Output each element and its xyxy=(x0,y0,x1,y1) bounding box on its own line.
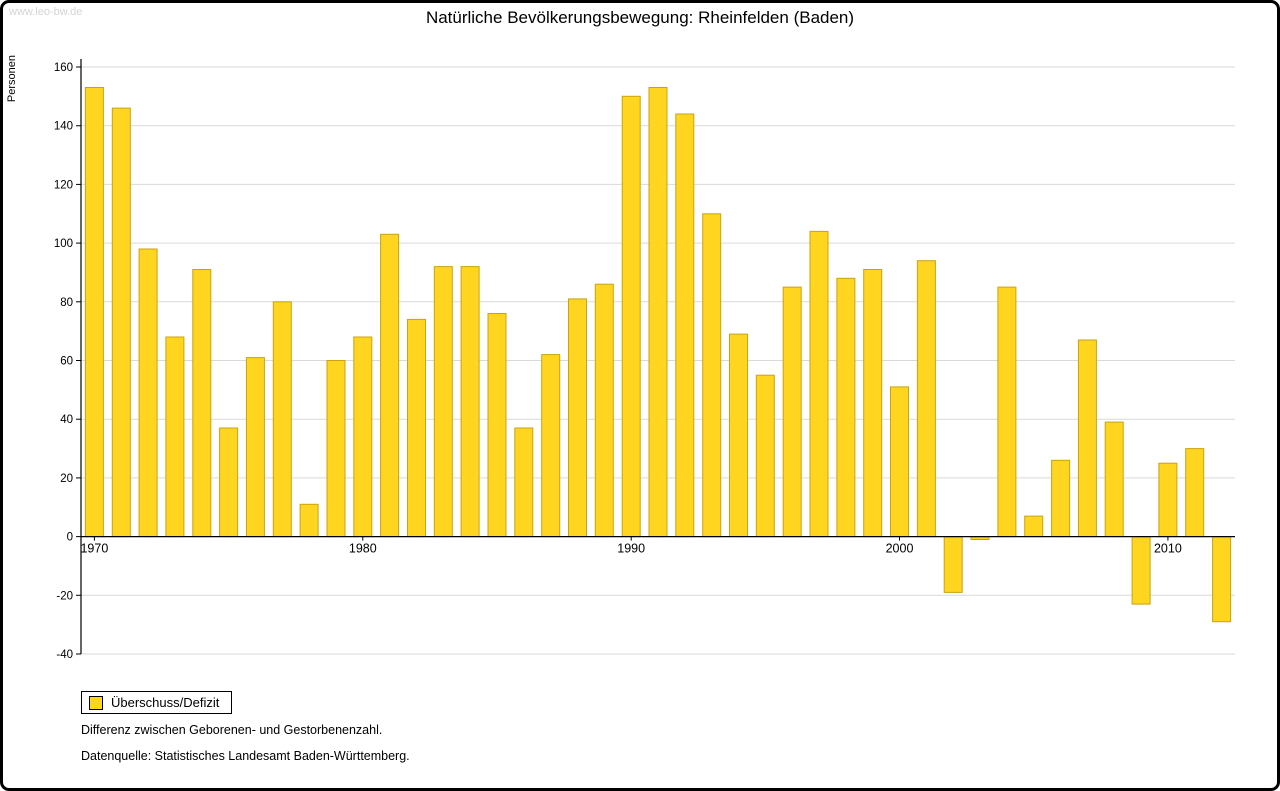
svg-text:60: 60 xyxy=(60,356,73,368)
svg-text:2010: 2010 xyxy=(1154,542,1182,556)
legend: Überschuss/Defizit xyxy=(81,691,233,714)
svg-text:80: 80 xyxy=(60,297,73,309)
bar-chart-plot: -40 -20 0 20 40 60 80 100 120 140 160 1970 1980 1990 2… xyxy=(54,59,1235,661)
svg-text:-40: -40 xyxy=(56,649,73,661)
svg-text:100: 100 xyxy=(54,238,73,250)
watermark: www.leo-bw.de xyxy=(9,6,83,18)
svg-text:20: 20 xyxy=(60,473,73,485)
legend-label: Überschuss/Defizit xyxy=(111,695,220,710)
svg-text:0: 0 xyxy=(67,532,73,544)
svg-text:1990: 1990 xyxy=(617,542,645,556)
svg-text:120: 120 xyxy=(54,179,73,191)
svg-text:-20: -20 xyxy=(56,590,73,602)
svg-text:40: 40 xyxy=(60,414,73,426)
footnote-description: Differenz zwischen Geborenen- und Gestor… xyxy=(81,723,383,737)
svg-text:160: 160 xyxy=(54,62,73,74)
svg-text:2000: 2000 xyxy=(886,542,914,556)
svg-text:140: 140 xyxy=(54,121,73,133)
svg-text:1980: 1980 xyxy=(349,542,377,556)
chart-title: Natürliche Bevölkerungsbewegung: Rheinfe… xyxy=(425,8,855,27)
footnote-source: Datenquelle: Statistisches Landesamt Bad… xyxy=(81,749,410,763)
svg-text:1970: 1970 xyxy=(80,542,108,556)
legend-swatch xyxy=(89,695,103,710)
